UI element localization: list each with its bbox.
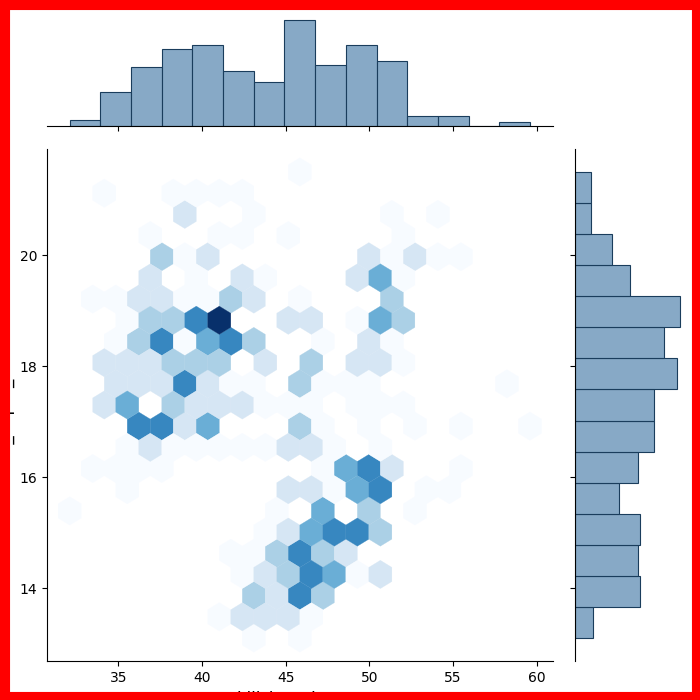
Bar: [315, 65, 346, 127]
Bar: [100, 92, 131, 127]
Bar: [438, 116, 468, 127]
Bar: [575, 358, 677, 389]
Bar: [499, 122, 530, 127]
Bar: [223, 71, 254, 127]
Bar: [131, 67, 162, 127]
Y-axis label: Count: Count: [0, 699, 1, 700]
X-axis label: Count: Count: [0, 699, 1, 700]
Bar: [575, 607, 594, 638]
Bar: [377, 61, 407, 127]
Bar: [346, 45, 377, 127]
Bar: [575, 576, 640, 607]
Bar: [575, 483, 620, 514]
Bar: [254, 81, 284, 127]
Bar: [575, 545, 638, 576]
Y-axis label: bill_depth_mm: bill_depth_mm: [0, 344, 14, 466]
Bar: [575, 234, 612, 265]
Bar: [575, 389, 654, 421]
Bar: [284, 20, 315, 127]
Bar: [575, 421, 654, 452]
Bar: [575, 452, 638, 483]
Bar: [575, 514, 640, 545]
Bar: [575, 203, 591, 234]
Bar: [193, 45, 223, 127]
Bar: [407, 116, 438, 127]
X-axis label: bill_length_mm: bill_length_mm: [237, 691, 363, 700]
Bar: [575, 172, 591, 203]
Bar: [70, 120, 100, 127]
Bar: [575, 328, 664, 358]
Bar: [575, 296, 680, 328]
Bar: [162, 49, 193, 127]
Bar: [575, 265, 630, 296]
